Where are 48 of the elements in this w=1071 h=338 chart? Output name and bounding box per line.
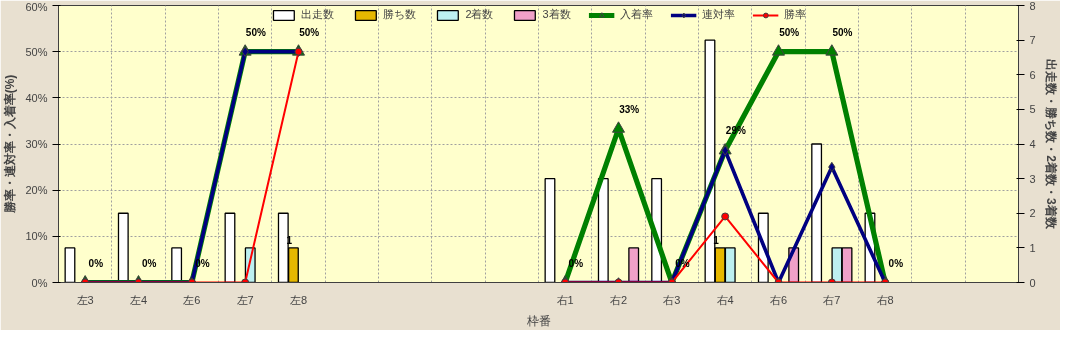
x-tick-label: 右7 bbox=[823, 293, 841, 306]
y2-tick-label: 2 bbox=[1029, 207, 1036, 220]
y-tick-label: 10% bbox=[25, 230, 48, 243]
y2-tick-label: 7 bbox=[1029, 34, 1036, 47]
data-label: 33% bbox=[619, 103, 640, 115]
data-label: 1 bbox=[286, 234, 293, 246]
y2-tick-label: 6 bbox=[1029, 68, 1036, 81]
legend-label: 連対率 bbox=[701, 7, 735, 22]
legend-label: 2着数 bbox=[465, 7, 494, 22]
x-tick-label: 左4 bbox=[129, 293, 148, 306]
data-label: 50% bbox=[245, 26, 266, 38]
x-tick-label: 右8 bbox=[876, 293, 894, 306]
y-tick-label: 60% bbox=[25, 0, 48, 13]
x-tick-label: 左6 bbox=[183, 293, 201, 306]
y2-tick-label: 8 bbox=[1029, 0, 1036, 12]
y-tick-label: 30% bbox=[25, 138, 48, 150]
x-axis-title: 枠番 bbox=[525, 313, 551, 328]
x-tick-label: 右4 bbox=[716, 293, 734, 306]
legend-label: 入着率 bbox=[619, 7, 653, 22]
data-label: 50% bbox=[299, 26, 320, 38]
y2-tick-label: 3 bbox=[1029, 172, 1036, 185]
y2-tick-label: 1 bbox=[1029, 241, 1036, 254]
x-tick-label: 左8 bbox=[289, 293, 308, 306]
y-axis-title: 勝率・連対率・入着率(%) bbox=[3, 74, 18, 215]
legend-label: 3着数 bbox=[542, 7, 571, 22]
y-tick-label: 50% bbox=[25, 45, 48, 58]
y-tick-label: 20% bbox=[25, 184, 48, 197]
x-tick-label: 右3 bbox=[663, 293, 681, 306]
data-label: 0% bbox=[88, 257, 104, 269]
data-label: 1 bbox=[713, 234, 720, 246]
y-tick-label: 0% bbox=[31, 276, 48, 289]
data-label: 0% bbox=[141, 257, 157, 269]
legend-label: 出走数 bbox=[301, 7, 335, 22]
legend-label: 勝ち数 bbox=[383, 7, 417, 22]
data-label: 50% bbox=[779, 26, 800, 38]
y-tick-label: 40% bbox=[25, 91, 48, 104]
y2-tick-label: 5 bbox=[1029, 103, 1036, 116]
x-tick-label: 左3 bbox=[76, 293, 94, 306]
legend-label: 勝率 bbox=[783, 7, 806, 22]
y2-tick-label: 0 bbox=[1029, 276, 1036, 289]
data-label: 50% bbox=[832, 26, 853, 38]
x-tick-label: 右2 bbox=[609, 293, 628, 306]
x-tick-label: 右6 bbox=[769, 293, 788, 306]
y2-tick-label: 4 bbox=[1029, 138, 1036, 150]
x-tick-label: 右1 bbox=[556, 293, 574, 306]
x-tick-label: 左7 bbox=[236, 293, 254, 306]
data-label: 0% bbox=[888, 257, 904, 269]
y2-axis-title: 出走数・勝ち数・2着数・3着数 bbox=[1043, 59, 1058, 230]
